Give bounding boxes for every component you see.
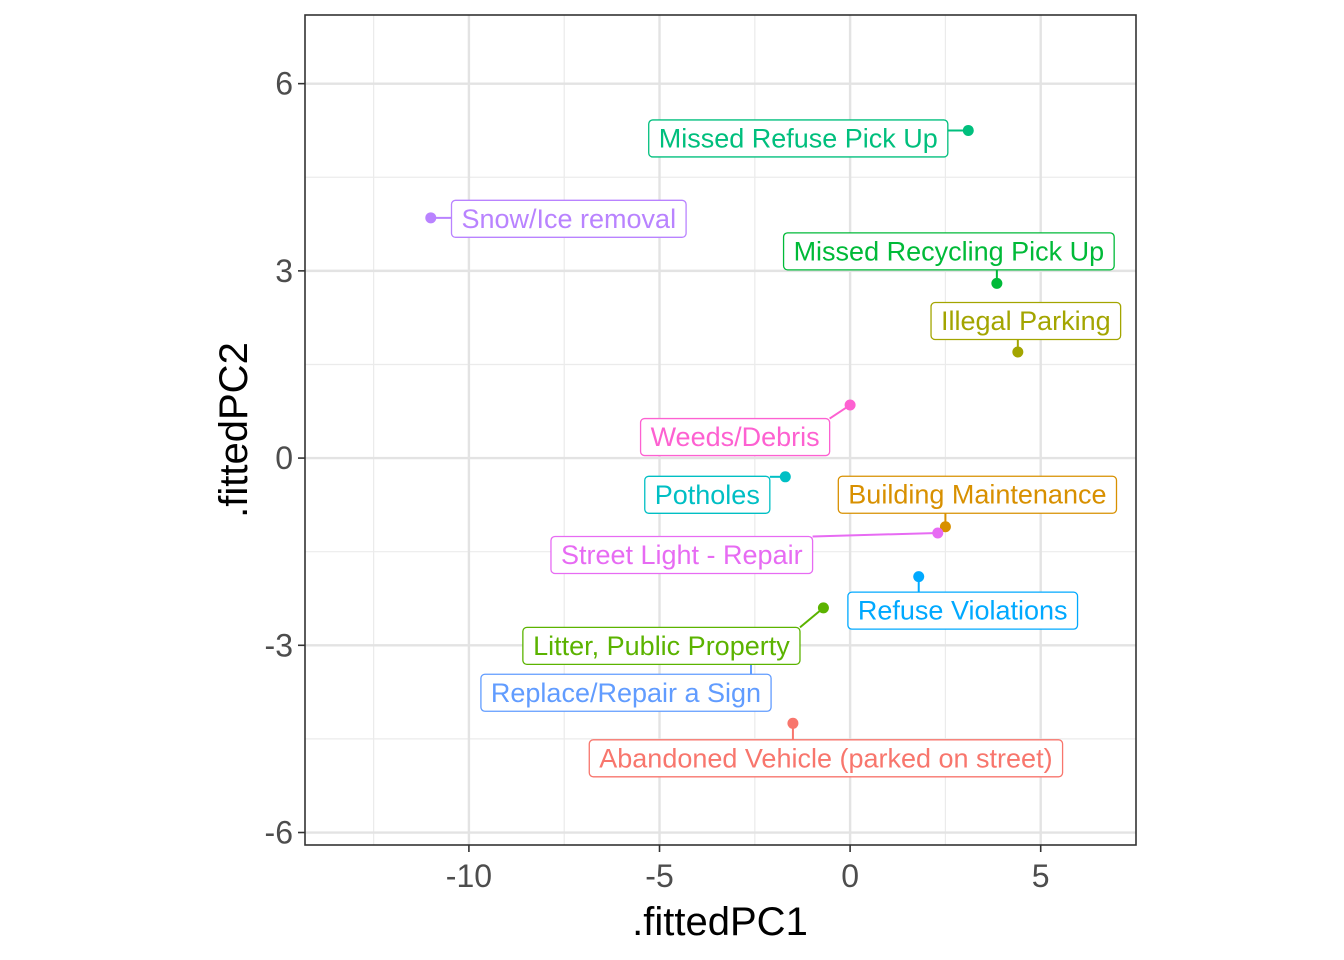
data-point xyxy=(939,521,951,533)
point-label-text: Missed Recycling Pick Up xyxy=(794,236,1105,266)
x-tick-label: 0 xyxy=(841,858,859,894)
y-tick-label: 3 xyxy=(275,253,293,289)
leader-line xyxy=(812,531,938,538)
point-label-text: Potholes xyxy=(655,480,760,510)
point-label: Refuse Violations xyxy=(847,591,1079,630)
point-label-text: Litter, Public Property xyxy=(533,631,790,661)
point-label-text: Building Maintenance xyxy=(848,480,1106,510)
point-label-box xyxy=(522,626,801,666)
data-point xyxy=(991,277,1003,289)
data-point xyxy=(962,124,974,136)
point-label-box xyxy=(588,739,1064,778)
x-axis: -10 -5 0 5 xyxy=(446,845,1050,894)
data-point xyxy=(787,717,799,729)
point-label: Building Maintenance xyxy=(837,475,1118,514)
data-point xyxy=(932,527,944,539)
point-label: Potholes xyxy=(644,475,771,514)
y-tick-label: -6 xyxy=(265,815,293,851)
point-label-box xyxy=(930,301,1122,341)
point-label-box xyxy=(550,535,814,575)
point-label-box xyxy=(450,199,687,238)
data-point xyxy=(779,471,791,483)
y-axis: -6 -3 0 3 6 xyxy=(265,66,305,851)
y-tick-label: -3 xyxy=(265,627,293,663)
data-point xyxy=(913,571,925,583)
data-point xyxy=(817,602,829,614)
point-label-box xyxy=(837,475,1118,514)
point-label-text: Replace/Repair a Sign xyxy=(491,678,761,708)
y-tick-label: 0 xyxy=(275,440,293,476)
data-point xyxy=(425,212,437,224)
point-label-text: Snow/Ice removal xyxy=(461,204,676,234)
y-tick-label: 6 xyxy=(275,66,293,102)
point-label-box xyxy=(639,417,831,457)
point-label: Missed Refuse Pick Up xyxy=(648,119,949,158)
point-label-box xyxy=(644,475,771,514)
point-label: Missed Recycling Pick Up xyxy=(782,232,1115,271)
point-label-text: Refuse Violations xyxy=(858,596,1068,626)
data-point xyxy=(844,399,856,411)
point-label-box xyxy=(847,591,1079,630)
point-label: Abandoned Vehicle (parked on street) xyxy=(588,739,1064,778)
point-label: Weeds/Debris xyxy=(639,417,831,457)
point-label: Litter, Public Property xyxy=(522,626,801,666)
point-label-box xyxy=(480,673,772,712)
point-label-text: Weeds/Debris xyxy=(651,422,820,452)
point-label: Illegal Parking xyxy=(930,301,1122,341)
point-label: Snow/Ice removal xyxy=(450,199,687,238)
point-label-box xyxy=(782,232,1115,271)
point-label-box xyxy=(648,119,949,158)
x-axis-title: .fittedPC1 xyxy=(632,900,808,944)
y-axis-title: .fittedPC2 xyxy=(212,342,256,518)
point-label-text: Abandoned Vehicle (parked on street) xyxy=(599,743,1052,773)
point-label-text: Missed Refuse Pick Up xyxy=(659,123,938,153)
point-labels: Missed Refuse Pick Up Snow/Ice removal Mis… xyxy=(450,119,1122,778)
point-label: Replace/Repair a Sign xyxy=(480,673,772,712)
point-label-text: Street Light - Repair xyxy=(561,540,803,570)
point-label-text: Illegal Parking xyxy=(941,306,1111,336)
x-tick-label: 5 xyxy=(1032,858,1050,894)
x-tick-label: -10 xyxy=(446,858,492,894)
data-point xyxy=(1012,346,1024,358)
x-tick-label: -5 xyxy=(645,858,673,894)
plot-panel-border xyxy=(304,14,1137,846)
point-label: Street Light - Repair xyxy=(550,535,814,575)
